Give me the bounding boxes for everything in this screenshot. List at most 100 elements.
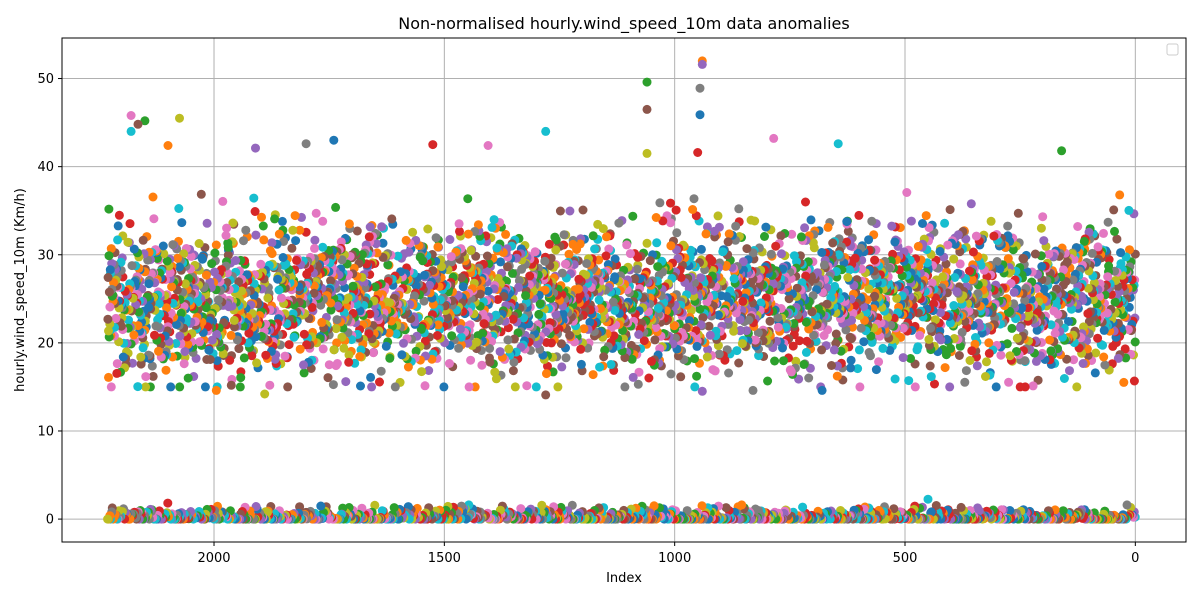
data-point (138, 235, 148, 245)
data-point (642, 104, 652, 114)
data-point (454, 343, 464, 353)
data-point (698, 313, 708, 323)
data-point (937, 300, 947, 310)
data-point (1119, 377, 1129, 387)
data-point (154, 346, 163, 356)
data-point (1005, 506, 1015, 515)
data-point (324, 360, 334, 370)
data-point (141, 382, 151, 392)
data-point (819, 331, 829, 340)
chart-title: Non-normalised hourly.wind_speed_10m dat… (398, 14, 849, 34)
data-point (1104, 255, 1114, 264)
data-point (490, 367, 500, 377)
data-point (202, 218, 212, 228)
data-point (299, 368, 309, 378)
data-point (701, 229, 711, 239)
data-point (702, 222, 712, 232)
data-point (972, 361, 982, 371)
data-point (800, 223, 810, 233)
data-point (564, 249, 574, 259)
data-point (1018, 253, 1028, 263)
data-point (466, 355, 476, 365)
data-point (260, 389, 270, 399)
data-point (464, 382, 474, 392)
data-point (1087, 248, 1097, 258)
x-tick-label: 0 (1131, 551, 1139, 566)
data-point (695, 83, 705, 93)
data-point (684, 316, 694, 326)
data-point (113, 221, 123, 231)
data-point (175, 262, 184, 272)
data-point (721, 503, 731, 513)
data-point (1078, 359, 1088, 368)
data-point (105, 265, 115, 275)
data-point (653, 262, 663, 272)
data-point (604, 244, 614, 254)
data-point (986, 216, 996, 226)
data-point (126, 111, 136, 120)
data-point (832, 371, 842, 381)
data-point (846, 355, 856, 365)
data-point (323, 373, 333, 383)
data-point (283, 382, 293, 392)
y-tick-label: 0 (46, 513, 54, 528)
data-point (148, 192, 158, 202)
data-point (842, 217, 852, 227)
data-point (557, 362, 567, 372)
data-point (918, 219, 927, 228)
data-point (270, 354, 280, 364)
data-point (445, 235, 455, 244)
data-point (697, 59, 707, 69)
data-point (1084, 317, 1094, 327)
data-point (906, 216, 916, 226)
data-point (610, 254, 620, 264)
data-point (1099, 325, 1109, 335)
data-point (218, 196, 228, 206)
data-point (817, 248, 827, 257)
data-point (1110, 226, 1119, 236)
data-point (955, 341, 965, 351)
data-point (796, 232, 806, 242)
data-point (1090, 368, 1100, 378)
data-point (331, 324, 341, 334)
data-point (274, 285, 284, 295)
data-point (1036, 223, 1046, 233)
data-point (601, 251, 611, 261)
data-point (785, 365, 795, 375)
data-point (1030, 249, 1040, 259)
data-point (150, 330, 159, 340)
data-point (655, 198, 665, 208)
data-point (945, 205, 955, 215)
data-point (889, 504, 899, 514)
data-point (1084, 227, 1094, 237)
data-point (912, 345, 922, 355)
data-point (949, 301, 959, 310)
data-point (924, 334, 934, 344)
data-point (633, 379, 643, 389)
data-point (1091, 348, 1101, 358)
data-point (259, 235, 269, 245)
data-point (666, 218, 675, 228)
data-point (704, 321, 714, 331)
data-point (417, 367, 427, 377)
data-point (921, 211, 931, 221)
data-point (690, 354, 699, 364)
data-point (843, 273, 853, 282)
data-point (568, 239, 578, 249)
data-point (235, 382, 245, 392)
data-point (960, 377, 970, 387)
data-point (801, 347, 811, 357)
data-point (864, 348, 874, 357)
data-point (504, 344, 514, 354)
data-point (265, 246, 275, 256)
data-point (642, 148, 652, 158)
data-point (801, 197, 810, 207)
data-point (458, 282, 468, 292)
data-point (1072, 382, 1082, 392)
data-point (676, 372, 686, 382)
data-point (710, 226, 719, 236)
data-point (289, 332, 299, 342)
data-point (559, 230, 569, 240)
data-point (1129, 376, 1139, 386)
data-point (356, 381, 365, 391)
